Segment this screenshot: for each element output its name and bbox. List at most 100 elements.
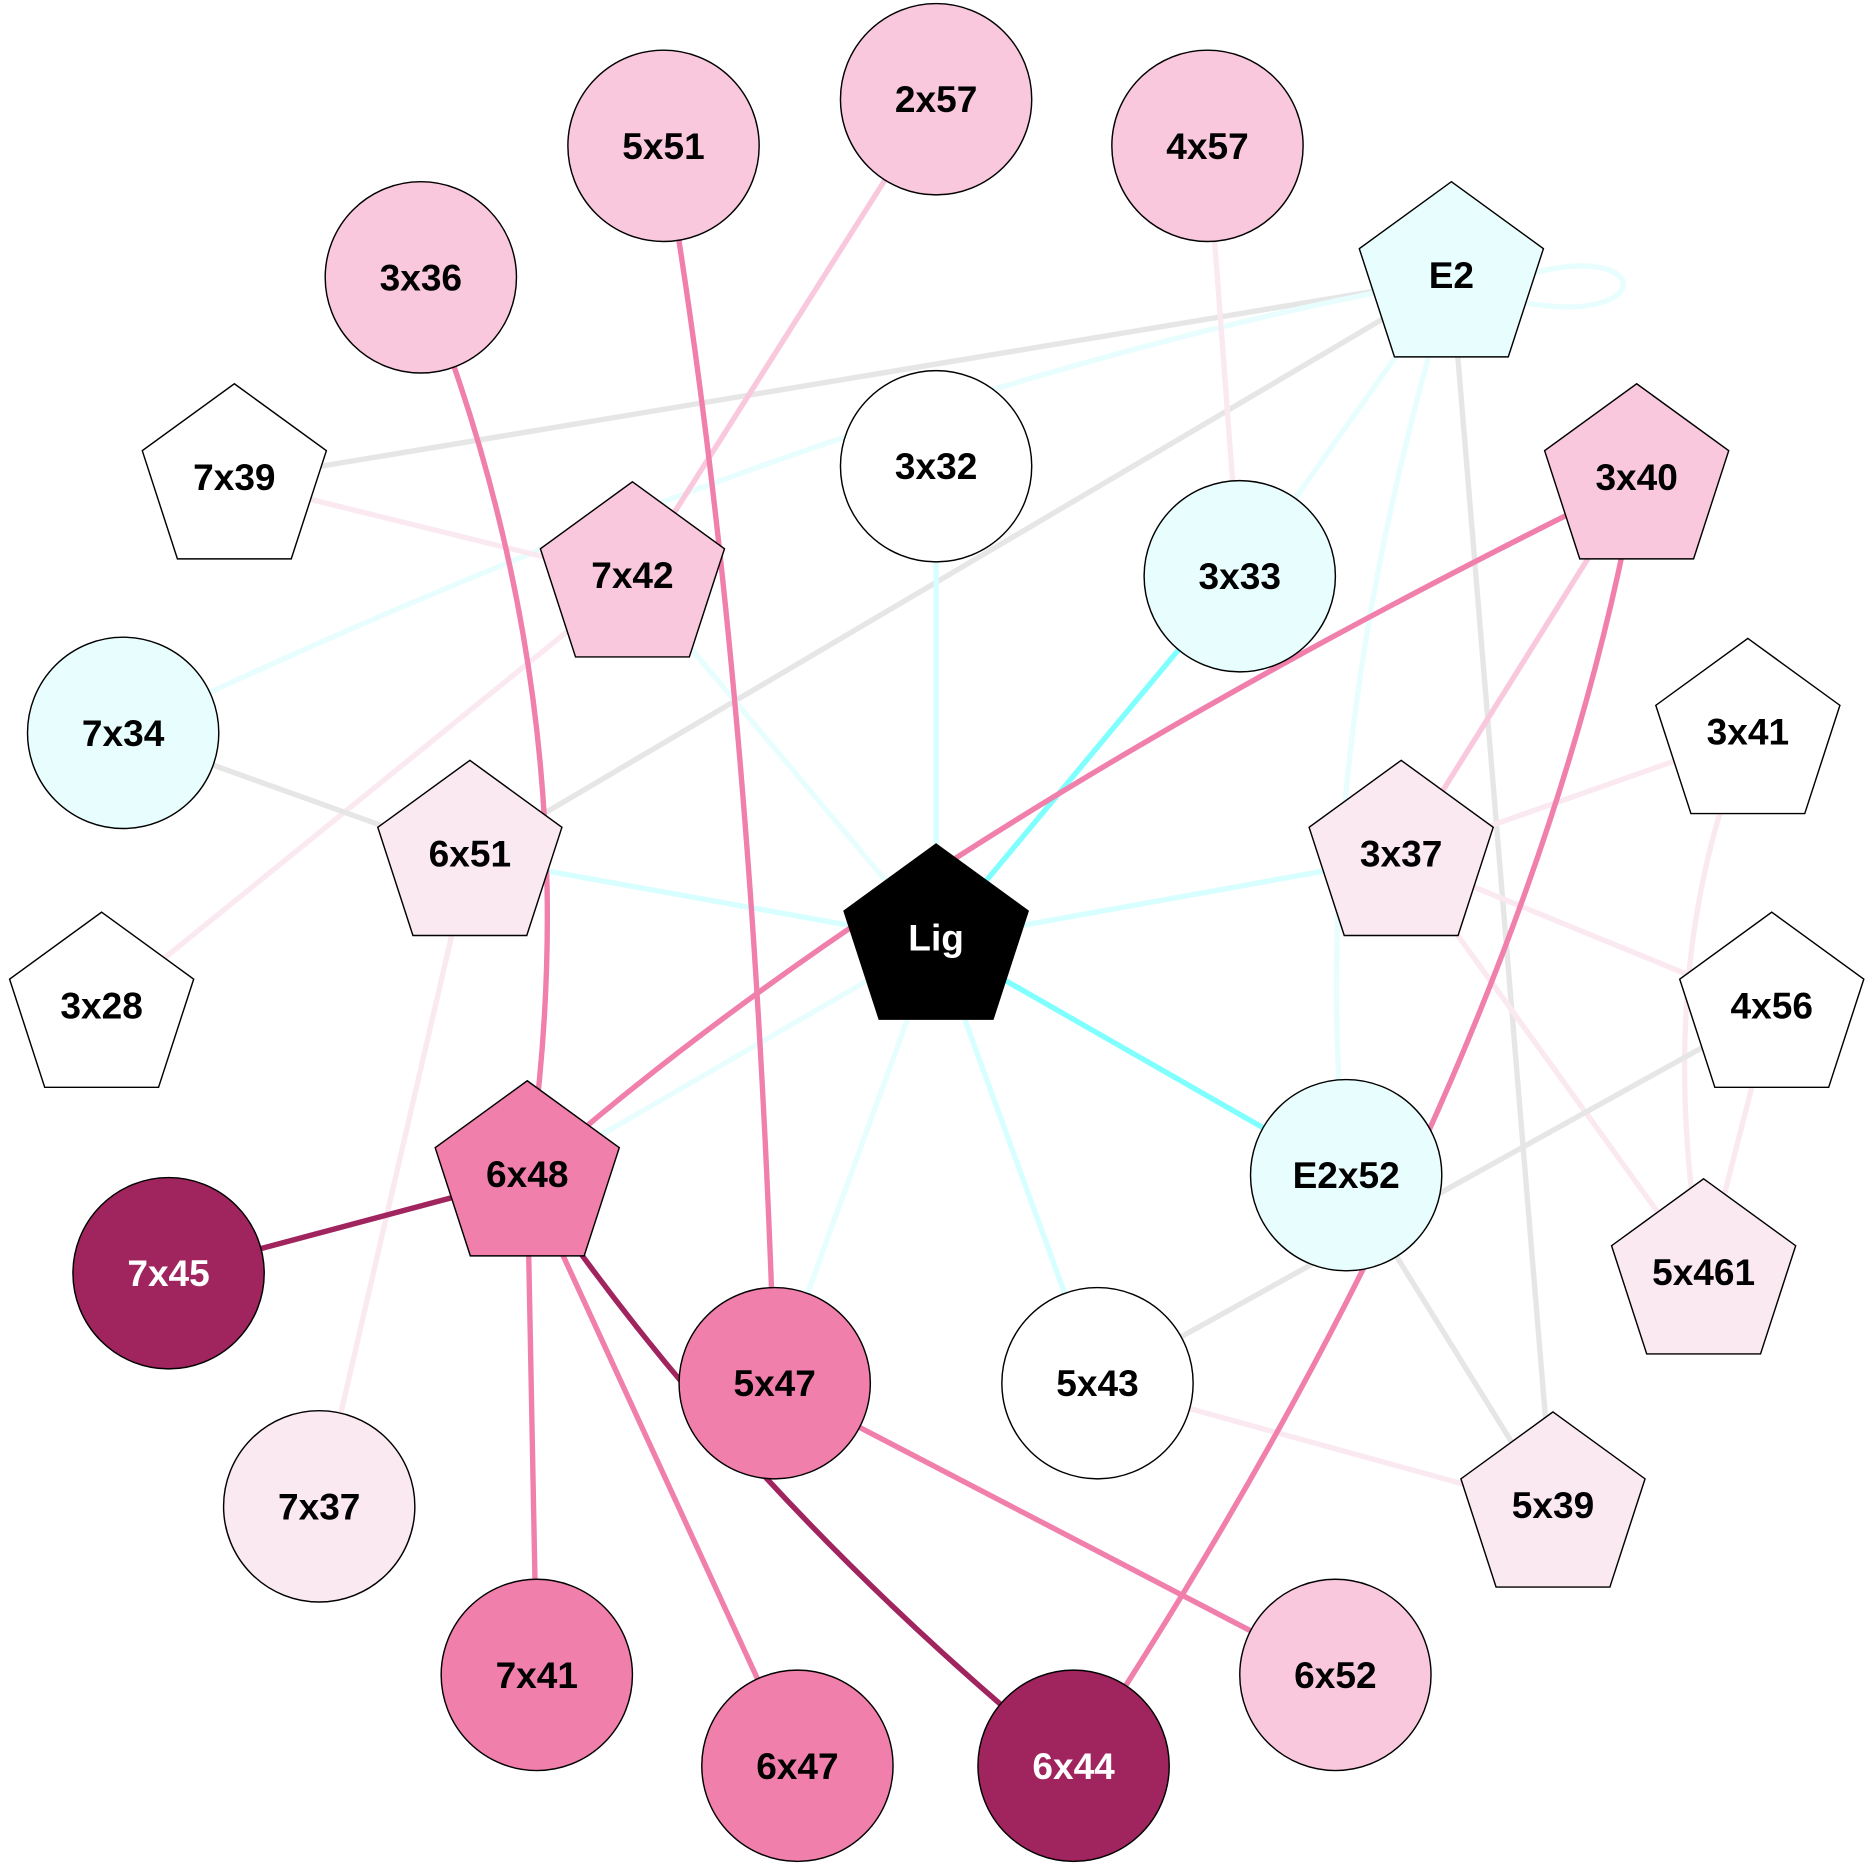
edge-3x40-6x48 <box>525 478 1638 1180</box>
circle-shape <box>1001 1286 1194 1480</box>
node-7x42[interactable]: 7x42 <box>539 480 726 658</box>
node-label: 7x45 <box>127 1252 209 1294</box>
node-label: 6x51 <box>429 833 511 875</box>
node-label: 7x34 <box>82 712 165 754</box>
circle-shape <box>324 181 518 374</box>
node-label: 7x39 <box>193 456 275 498</box>
circle-shape <box>839 369 1033 563</box>
pentagon-shape <box>1460 1411 1646 1588</box>
node-7x34[interactable]: 7x34 <box>26 636 220 830</box>
node-5x43[interactable]: 5x43 <box>1001 1286 1194 1480</box>
edge-e2-7x39 <box>233 275 1452 484</box>
node-label: 7x42 <box>591 554 673 596</box>
pentagon-shape <box>434 1079 621 1257</box>
node-6x52[interactable]: 6x52 <box>1239 1578 1432 1772</box>
edge-6x48-6x44 <box>525 1176 1076 1768</box>
node-3x33[interactable]: 3x33 <box>1143 479 1337 673</box>
edge-6x51-7x37 <box>316 856 473 1507</box>
edge-e2-6x51 <box>468 276 1453 860</box>
node-7x37[interactable]: 7x37 <box>222 1409 416 1603</box>
edge-e2-5x39 <box>1448 278 1556 1509</box>
node-label: 3x37 <box>1360 833 1442 875</box>
node-lig[interactable]: Lig <box>843 843 1029 1020</box>
node-5x47[interactable]: 5x47 <box>678 1286 872 1480</box>
pentagon-shape <box>1308 759 1495 937</box>
node-label: 5x39 <box>1512 1484 1594 1526</box>
pentagon-shape <box>1610 1177 1797 1355</box>
circle-shape <box>440 1578 634 1772</box>
edge-3x36-6x48 <box>418 276 551 1178</box>
circle-shape <box>72 1176 265 1370</box>
circle-shape <box>222 1409 416 1603</box>
node-label: E2x52 <box>1293 1154 1400 1196</box>
node-label: 5x461 <box>1652 1251 1755 1293</box>
pentagon-shape <box>376 759 563 937</box>
circle-shape <box>567 49 760 243</box>
node-label: 5x51 <box>622 125 704 167</box>
node-6x51[interactable]: 6x51 <box>376 759 563 937</box>
node-3x32[interactable]: 3x32 <box>839 369 1033 563</box>
circle-shape <box>701 1669 894 1863</box>
node-4x57[interactable]: 4x57 <box>1111 49 1304 243</box>
node-label: 6x44 <box>1032 1745 1115 1787</box>
edge-e2-e2 <box>1522 263 1626 310</box>
pentagon-shape <box>8 911 195 1089</box>
node-3x28[interactable]: 3x28 <box>8 911 195 1089</box>
node-6x48[interactable]: 6x48 <box>434 1079 621 1257</box>
edge-5x47-6x52 <box>773 1380 1337 1678</box>
node-label: E2 <box>1429 254 1474 296</box>
node-label: 6x47 <box>756 1745 838 1787</box>
circle-shape <box>839 2 1033 196</box>
node-e2x52[interactable]: E2x52 <box>1249 1078 1443 1272</box>
edge-6x48-6x47 <box>524 1176 800 1767</box>
node-label: 5x47 <box>733 1362 815 1404</box>
node-6x47[interactable]: 6x47 <box>701 1669 894 1863</box>
circle-shape <box>1249 1078 1443 1272</box>
node-3x37[interactable]: 3x37 <box>1308 759 1495 937</box>
node-label: 3x36 <box>380 256 462 298</box>
node-label: 2x57 <box>895 78 977 120</box>
node-5x51[interactable]: 5x51 <box>567 49 760 243</box>
circle-shape <box>1143 479 1337 673</box>
node-5x39[interactable]: 5x39 <box>1460 1411 1646 1588</box>
node-label: 5x43 <box>1056 1362 1138 1404</box>
node-6x44[interactable]: 6x44 <box>977 1669 1170 1863</box>
circle-shape <box>1239 1578 1432 1772</box>
node-4x56[interactable]: 4x56 <box>1678 911 1865 1089</box>
node-5x461[interactable]: 5x461 <box>1610 1177 1797 1355</box>
node-label: 6x48 <box>486 1153 568 1195</box>
node-label: 7x37 <box>278 1485 360 1527</box>
circle-shape <box>1111 49 1304 243</box>
circle-shape <box>678 1286 872 1480</box>
edge-3x40-6x44 <box>1071 480 1640 1768</box>
node-label: 3x28 <box>60 984 142 1026</box>
pentagon-shape <box>539 480 726 658</box>
pentagon-shape <box>1654 637 1841 815</box>
node-label: 7x41 <box>496 1654 578 1696</box>
node-3x36[interactable]: 3x36 <box>324 181 518 374</box>
circle-shape <box>26 636 220 830</box>
node-label: Lig <box>908 916 964 958</box>
node-label: 4x57 <box>1166 125 1248 167</box>
circle-shape <box>977 1669 1170 1863</box>
node-label: 4x56 <box>1731 984 1813 1026</box>
node-2x57[interactable]: 2x57 <box>839 2 1033 196</box>
node-label: 3x32 <box>895 445 977 487</box>
node-label: 3x40 <box>1595 456 1677 498</box>
node-e2[interactable]: E2 <box>1358 180 1545 358</box>
edge-e2-e2x52 <box>1333 277 1454 1176</box>
node-label: 3x41 <box>1707 711 1789 753</box>
node-7x39[interactable]: 7x39 <box>141 382 328 560</box>
edge-7x42-3x28 <box>99 576 635 1012</box>
node-7x45[interactable]: 7x45 <box>72 1176 265 1370</box>
edge-5x51-5x47 <box>660 145 778 1384</box>
node-7x41[interactable]: 7x41 <box>440 1578 634 1772</box>
node-3x41[interactable]: 3x41 <box>1654 637 1841 815</box>
node-3x40[interactable]: 3x40 <box>1543 382 1730 560</box>
pentagon-shape <box>1543 382 1730 560</box>
nodes-layer: 5x51 2x57 4x57 3x36 E2 7x39 3x32 3x40 7x42 3x33 7x… <box>8 2 1865 1863</box>
pentagon-shape <box>1678 911 1865 1089</box>
node-label: 3x33 <box>1199 555 1281 597</box>
